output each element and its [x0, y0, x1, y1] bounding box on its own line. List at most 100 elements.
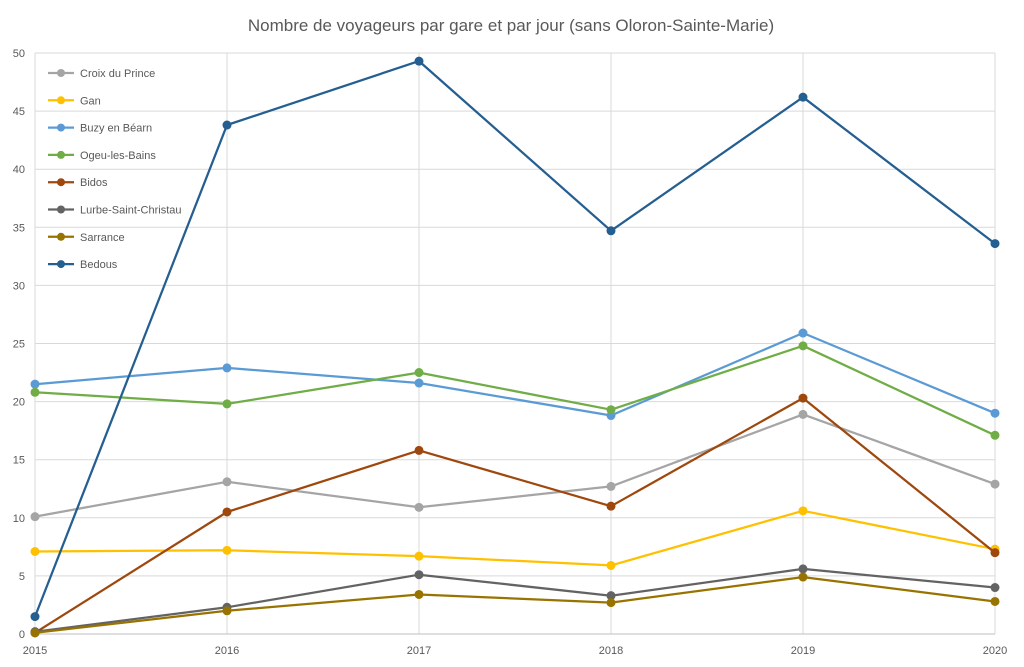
x-tick-label: 2017	[407, 645, 431, 657]
legend-item: Gan	[48, 95, 101, 107]
data-point	[606, 405, 616, 415]
legend-marker	[57, 150, 65, 159]
data-point	[798, 409, 808, 419]
data-point	[990, 430, 1000, 440]
data-point	[606, 560, 616, 570]
y-tick-label: 30	[13, 280, 25, 292]
data-point	[222, 399, 232, 409]
legend-marker	[57, 96, 65, 105]
x-tick-label: 2018	[599, 645, 623, 657]
legend-marker	[57, 232, 65, 241]
data-point	[414, 445, 424, 455]
y-tick-label: 15	[13, 455, 25, 467]
data-point	[798, 506, 808, 516]
data-point	[414, 368, 424, 378]
legend-marker	[57, 260, 65, 269]
legend-label: Croix du Prince	[80, 68, 155, 80]
series-line	[33, 59, 996, 618]
y-tick-label: 40	[13, 164, 25, 176]
y-tick-label: 0	[19, 629, 25, 641]
data-point	[990, 239, 1000, 249]
legend-marker	[57, 205, 65, 214]
series-line	[34, 567, 996, 633]
legend: Croix du Prince Gan Buzy en Béarn Ogeu-les-…	[48, 68, 182, 271]
series-group	[30, 56, 1000, 638]
series-sarrance	[30, 572, 1000, 638]
series-ogeu-les-bains	[30, 341, 1000, 440]
data-point	[222, 507, 232, 517]
series-bedous	[30, 56, 1000, 622]
data-point	[222, 545, 232, 555]
data-point	[222, 606, 232, 616]
data-point	[30, 512, 40, 522]
y-tick-label: 50	[13, 48, 25, 60]
data-point	[222, 477, 232, 487]
y-tick-label: 45	[13, 106, 25, 118]
legend-marker	[57, 69, 65, 77]
legend-item: Croix du Prince	[48, 68, 155, 80]
data-point	[222, 120, 232, 130]
data-point	[990, 596, 1000, 606]
data-point	[606, 598, 616, 608]
axes: 0 5 10 15 20 25 30 35 40 45 50 2015 2016 2017 2018 2019…	[13, 48, 1007, 657]
series-croix-du-prince	[30, 409, 1000, 522]
data-point	[798, 328, 808, 338]
data-point	[414, 378, 424, 388]
data-point	[30, 612, 40, 622]
legend-item: Ogeu-les-Bains	[48, 150, 156, 162]
data-point	[798, 92, 808, 102]
data-point	[990, 583, 1000, 593]
legend-item: Sarrance	[48, 232, 125, 244]
legend-label: Bidos	[80, 177, 108, 189]
legend-item: Bidos	[48, 177, 108, 189]
data-point	[30, 546, 40, 556]
gridlines	[34, 52, 996, 635]
data-point	[798, 393, 808, 403]
data-point	[990, 479, 1000, 489]
series-line	[34, 575, 996, 634]
y-tick-label: 20	[13, 397, 25, 409]
legend-item: Lurbe-Saint-Christau	[48, 205, 182, 217]
data-point	[990, 548, 1000, 558]
data-point	[798, 341, 808, 351]
data-point	[990, 408, 1000, 418]
data-point	[414, 570, 424, 580]
legend-label: Gan	[80, 95, 101, 107]
series-line	[34, 396, 996, 634]
series-gan	[30, 506, 1000, 570]
series-line	[34, 509, 996, 567]
series-line	[34, 331, 996, 417]
data-point	[414, 589, 424, 599]
legend-marker	[57, 123, 65, 132]
data-point	[606, 481, 616, 491]
legend-label: Buzy en Béarn	[80, 123, 152, 135]
y-tick-label: 35	[13, 222, 25, 234]
legend-marker	[57, 178, 65, 187]
y-tick-label: 5	[19, 571, 25, 583]
legend-item: Bedous	[48, 259, 118, 271]
data-point	[798, 572, 808, 582]
legend-label: Ogeu-les-Bains	[80, 150, 156, 162]
data-point	[414, 502, 424, 512]
y-tick-label: 10	[13, 513, 25, 525]
series-line	[34, 413, 996, 518]
data-point	[30, 387, 40, 397]
legend-label: Lurbe-Saint-Christau	[80, 205, 182, 217]
data-point	[30, 379, 40, 389]
legend-item: Buzy en Béarn	[48, 123, 152, 135]
data-point	[606, 226, 616, 236]
y-tick-label: 25	[13, 339, 25, 351]
data-point	[30, 628, 40, 638]
x-tick-label: 2015	[23, 645, 47, 657]
series-buzy-en-bearn	[30, 328, 1000, 421]
legend-label: Sarrance	[80, 232, 125, 244]
data-point	[606, 501, 616, 511]
x-tick-label: 2019	[791, 645, 815, 657]
data-point	[798, 564, 808, 574]
data-point	[222, 363, 232, 373]
chart-title: Nombre de voyageurs par gare et par jour…	[248, 16, 774, 35]
x-tick-label: 2016	[215, 645, 239, 657]
